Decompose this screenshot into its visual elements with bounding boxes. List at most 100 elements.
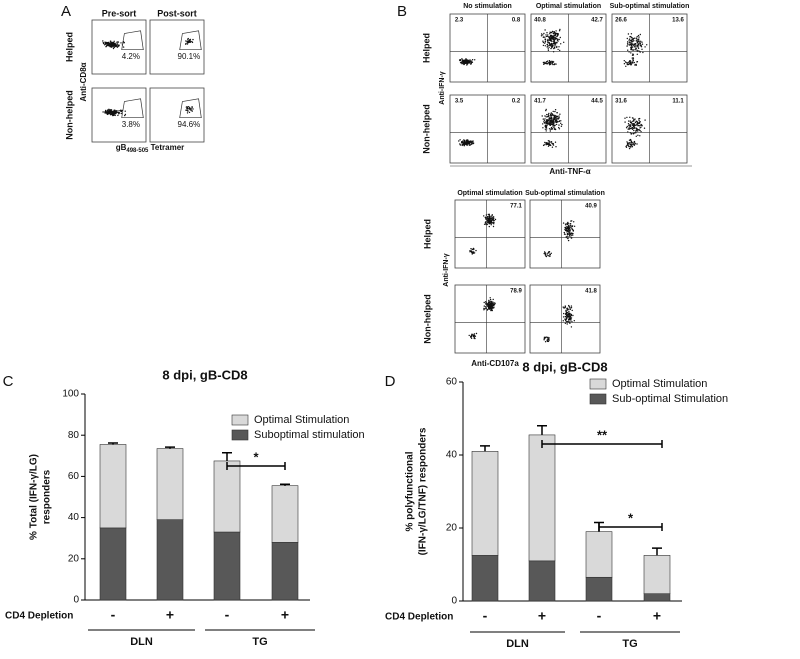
flow-dot	[634, 46, 636, 48]
flow-dot	[632, 127, 635, 129]
flow-dot	[462, 63, 465, 65]
flow-dot	[627, 44, 629, 46]
flow-dot	[462, 141, 464, 144]
flow-dot	[467, 141, 470, 143]
flow-dot	[635, 44, 637, 47]
flow-dot	[191, 41, 194, 44]
flow-dot	[188, 40, 191, 42]
flow-dot	[568, 310, 570, 313]
flow-dot	[570, 326, 573, 328]
flow-dot	[568, 304, 570, 307]
flow-dot	[489, 298, 492, 301]
y-tick-label: 40	[68, 512, 80, 523]
flow-dot	[637, 44, 640, 46]
flow-dot	[551, 128, 553, 130]
group-label: DLN	[130, 636, 153, 648]
flow-dot	[487, 221, 489, 223]
flow-dot	[627, 142, 629, 144]
flow-dot	[472, 247, 475, 250]
flow-dot	[646, 44, 648, 46]
x-axis-label: CD4 Depletion	[385, 612, 453, 623]
flow-dot	[549, 121, 552, 123]
y-tick-label: 60	[68, 471, 80, 482]
flow-dot	[642, 51, 644, 54]
flow-dot	[560, 43, 562, 45]
flow-dot	[572, 234, 574, 236]
legend-swatch	[231, 414, 249, 426]
flow-dot	[550, 113, 552, 115]
flow-dot	[553, 46, 556, 49]
flow-dot	[469, 59, 471, 61]
flow-dot	[563, 41, 565, 43]
flow-dot	[545, 62, 547, 64]
flow-dot	[120, 42, 122, 44]
flow-dot	[555, 63, 557, 65]
flow-dot	[637, 130, 639, 132]
flow-dot	[545, 122, 547, 124]
flow-dot	[556, 39, 559, 41]
flow-dot	[632, 57, 634, 59]
flow-dot	[636, 61, 638, 63]
flow-dot	[543, 121, 545, 123]
flow-dot	[554, 34, 556, 36]
flow-dot	[571, 232, 573, 234]
flow-dot	[551, 146, 554, 148]
flow-dot	[547, 145, 550, 147]
flow-dot	[564, 226, 567, 229]
flow-dot	[470, 248, 472, 250]
y-tick-label: 0	[73, 595, 79, 606]
flow-dot	[117, 45, 119, 47]
flow-dot	[547, 115, 550, 118]
flow-dot	[547, 40, 549, 42]
flow-dot	[572, 314, 574, 317]
flow-dot	[554, 45, 556, 47]
flow-dot	[638, 125, 641, 127]
flow-dot	[545, 126, 548, 129]
flow-dot	[632, 59, 634, 62]
flow-dot	[630, 44, 632, 46]
x-tick-label: -	[597, 608, 602, 624]
flow-dot	[626, 37, 628, 40]
flow-dot	[633, 119, 635, 121]
flow-dot	[471, 251, 473, 254]
flow-dot	[627, 128, 629, 130]
quadrant-value: 41.8	[585, 289, 597, 295]
flow-dot	[551, 40, 553, 42]
flow-plot-frame	[454, 199, 526, 269]
flow-dot	[550, 126, 553, 129]
flow-dot	[569, 317, 571, 320]
flow-dot	[542, 123, 544, 125]
flow-dot	[625, 65, 627, 68]
flow-dot	[109, 112, 112, 114]
flow-dot	[103, 44, 106, 46]
legend-label: Sub-optimal Stimulation	[612, 393, 728, 405]
flow-dot	[554, 114, 556, 117]
flow-dot	[467, 61, 470, 63]
flow-dot	[554, 116, 557, 119]
flow-dot	[553, 126, 555, 129]
flow-dot	[569, 235, 571, 237]
quadrant-value: 3.5	[455, 99, 464, 105]
flow-dot	[542, 40, 544, 42]
flow-dot	[630, 139, 632, 142]
flow-dot	[492, 216, 495, 218]
flow-dot	[630, 42, 632, 44]
flow-dot	[116, 110, 118, 112]
flow-dot	[554, 43, 557, 45]
flow-dot	[543, 119, 546, 122]
flow-dot	[554, 141, 557, 143]
flow-dot	[638, 129, 640, 131]
flow-dot	[107, 109, 109, 111]
flow-dot	[483, 301, 485, 304]
flow-dot	[571, 225, 574, 228]
flow-dot	[547, 41, 549, 44]
flow-dot	[629, 121, 632, 124]
flow-dot	[114, 45, 116, 47]
error-bar	[165, 446, 175, 449]
flow-dot	[549, 124, 552, 127]
flow-dot	[109, 113, 112, 116]
flow-dot	[560, 125, 563, 128]
flow-dot	[566, 323, 568, 325]
column-header: Optimal stimulation	[457, 190, 522, 197]
flow-dot	[623, 60, 625, 62]
